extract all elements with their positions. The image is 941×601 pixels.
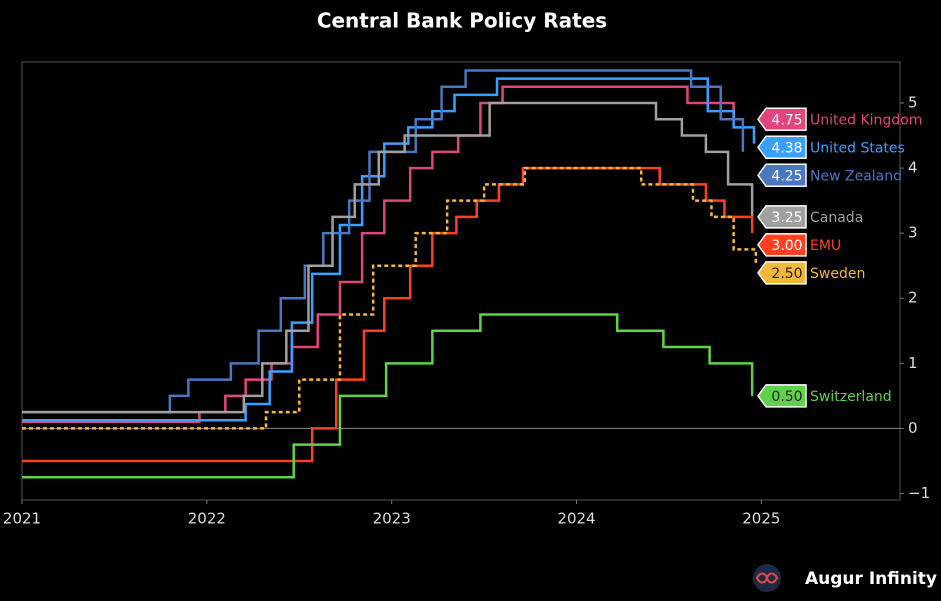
- y-tick-label: −1: [908, 484, 930, 502]
- series-name: New Zealand: [810, 168, 902, 184]
- logo-text: Augur Infinity: [805, 569, 937, 589]
- rate-line: [22, 166, 754, 463]
- y-tick-label: 1: [908, 354, 918, 372]
- y-tick-label: 4: [908, 159, 918, 177]
- y-tick-label: 0: [908, 419, 918, 437]
- value-label: 2.50: [771, 266, 802, 282]
- rate-line: [22, 166, 758, 430]
- rate-line: [22, 101, 754, 414]
- rate-line: [22, 77, 756, 422]
- x-tick-label: 2025: [742, 510, 780, 528]
- x-tick-label: 2021: [3, 510, 41, 528]
- label-tag: [757, 205, 807, 229]
- plot-frame: [21, 61, 901, 501]
- series-name: Sweden: [810, 266, 865, 282]
- value-label: 4.38: [771, 140, 802, 156]
- logo: Augur Infinity: [753, 564, 937, 592]
- x-tick-label: 2023: [373, 510, 411, 528]
- value-label: 4.25: [771, 168, 802, 184]
- series-name: Switzerland: [810, 389, 892, 405]
- value-label: 3.25: [771, 210, 802, 226]
- label-tag: [757, 107, 807, 132]
- label-tag: [757, 384, 807, 408]
- y-tick-label: 5: [908, 94, 918, 112]
- label-tag: [757, 163, 807, 188]
- value-label: 3.00: [771, 238, 802, 254]
- value-label: 4.75: [771, 112, 802, 128]
- x-tick-label: 2024: [557, 510, 595, 528]
- label-tag: [757, 233, 807, 257]
- chart-title: Central Bank Policy Rates: [317, 9, 607, 33]
- logo-symbol: [755, 572, 779, 584]
- rate-line: [22, 313, 754, 479]
- lines: [22, 69, 758, 479]
- series-name: United States: [810, 140, 905, 156]
- series-name: EMU: [810, 238, 841, 254]
- rate-line: [22, 69, 745, 414]
- y-tick-label: 3: [908, 224, 918, 242]
- x-tick-label: 2022: [188, 510, 226, 528]
- series-name: United Kingdom: [810, 112, 922, 128]
- label-tag: [757, 261, 807, 285]
- label-tag: [757, 135, 807, 160]
- series-name: Canada: [810, 210, 863, 226]
- y-tick-label: 2: [908, 289, 918, 307]
- value-label: 0.50: [771, 389, 802, 405]
